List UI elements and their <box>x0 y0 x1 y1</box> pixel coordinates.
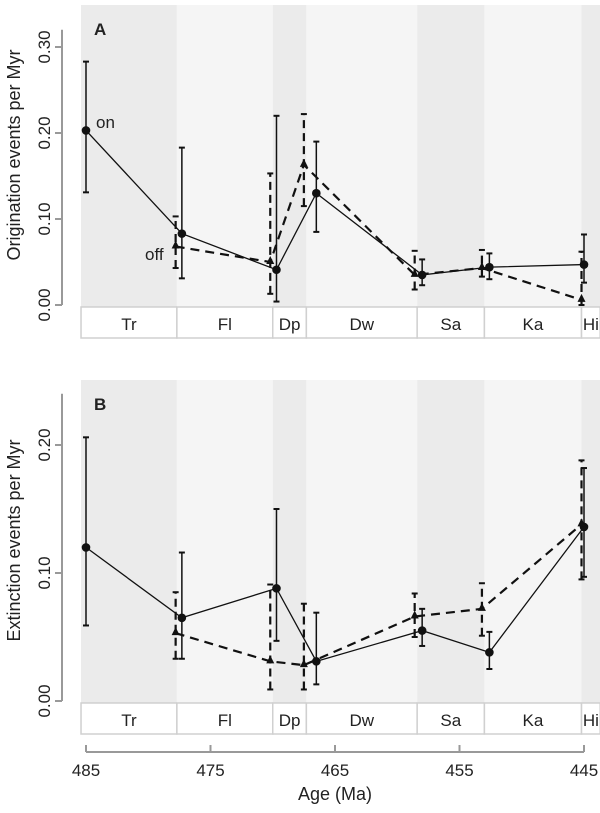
y-tick-label: 0.30 <box>35 30 54 63</box>
stage-box <box>580 306 600 339</box>
panel-label: A <box>94 20 106 39</box>
data-point-off <box>266 655 275 664</box>
x-tick-label: 475 <box>196 761 224 780</box>
stage-band <box>581 380 600 703</box>
stage-band <box>484 5 582 307</box>
data-point-on <box>177 229 187 238</box>
y-tick-label: 0.20 <box>35 428 54 461</box>
stage-box <box>483 306 583 339</box>
stage-label: Dp <box>279 711 301 730</box>
data-point-on <box>81 126 91 135</box>
stage-band <box>417 5 485 307</box>
panel-b: Tr Fl Dp Dw Sa Ka Hi 0.00 0.10 0.20 Extinction eve… <box>4 380 600 804</box>
stage-box <box>80 306 178 339</box>
stage-box <box>305 306 418 339</box>
x-axis-label: Age (Ma) <box>298 784 372 804</box>
x-tick-label: 465 <box>321 761 349 780</box>
y-axis-label: Origination events per Myr <box>4 49 24 260</box>
stage-box <box>305 702 418 735</box>
x-tick-label: 445 <box>570 761 598 780</box>
data-point-on <box>417 626 427 635</box>
stage-box <box>176 702 274 735</box>
data-point-off <box>410 268 419 277</box>
panel-a: Tr Fl Dp Dw Sa Ka Hi 0.00 0.10 0.20 0.30 Originatio… <box>4 5 600 339</box>
stage-label: Fl <box>218 315 232 334</box>
stage-band <box>306 380 418 703</box>
data-point-off <box>577 518 586 527</box>
stage-label: Ka <box>523 315 544 334</box>
stage-label: Sa <box>440 315 461 334</box>
data-point-on <box>272 584 281 593</box>
series-line-off <box>175 523 583 667</box>
stage-label: Fl <box>218 711 232 730</box>
data-point-off <box>299 158 308 167</box>
data-point-on <box>177 613 187 623</box>
data-point-off <box>410 610 419 619</box>
data-point-on <box>81 543 91 552</box>
y-tick-label: 0.20 <box>35 116 54 149</box>
stage-box <box>580 702 600 735</box>
data-point-off <box>577 293 586 302</box>
y-tick-label: 0.10 <box>35 556 54 589</box>
stage-band <box>581 5 600 307</box>
stage-box <box>483 702 583 735</box>
stage-label: Ka <box>523 711 544 730</box>
annotation-on: on <box>96 113 115 132</box>
stage-band <box>81 380 177 703</box>
stage-box <box>272 306 308 339</box>
y-tick-label: 0.00 <box>35 684 54 717</box>
stage-band <box>417 380 485 703</box>
y-tick-label: 0.00 <box>35 288 54 321</box>
stage-label: Tr <box>121 711 137 730</box>
stage-box <box>416 306 486 339</box>
data-point-off <box>477 602 486 611</box>
stage-band <box>176 380 273 703</box>
data-point-on <box>485 648 494 657</box>
annotation-off: off <box>145 245 164 264</box>
stage-band <box>484 380 582 703</box>
stage-label: Dp <box>279 315 301 334</box>
stage-label: Hi <box>583 711 599 730</box>
y-tick-label: 0.10 <box>35 202 54 235</box>
stage-label: Hi <box>583 315 599 334</box>
y-axis-label: Extinction events per Myr <box>4 439 24 641</box>
x-tick-label: 455 <box>445 761 473 780</box>
data-point-off <box>171 627 180 636</box>
data-point-off <box>171 240 180 249</box>
stage-box <box>176 306 274 339</box>
data-point-off <box>266 256 275 264</box>
data-point-on <box>312 657 321 666</box>
panel-label: B <box>94 395 106 414</box>
data-point-on <box>272 265 281 275</box>
data-point-on <box>312 188 321 198</box>
stage-band <box>272 5 307 307</box>
stage-label: Dw <box>349 315 374 334</box>
stage-label: Dw <box>349 711 374 730</box>
x-tick-label: 485 <box>72 761 100 780</box>
data-point-off <box>299 659 308 668</box>
stage-band <box>81 5 177 307</box>
series-line-off <box>175 162 582 301</box>
stage-band <box>272 380 307 703</box>
stage-label: Sa <box>440 711 461 730</box>
stage-band <box>176 5 273 307</box>
stage-box <box>80 702 178 735</box>
stage-label: Tr <box>121 315 137 334</box>
data-point-off <box>477 262 486 271</box>
